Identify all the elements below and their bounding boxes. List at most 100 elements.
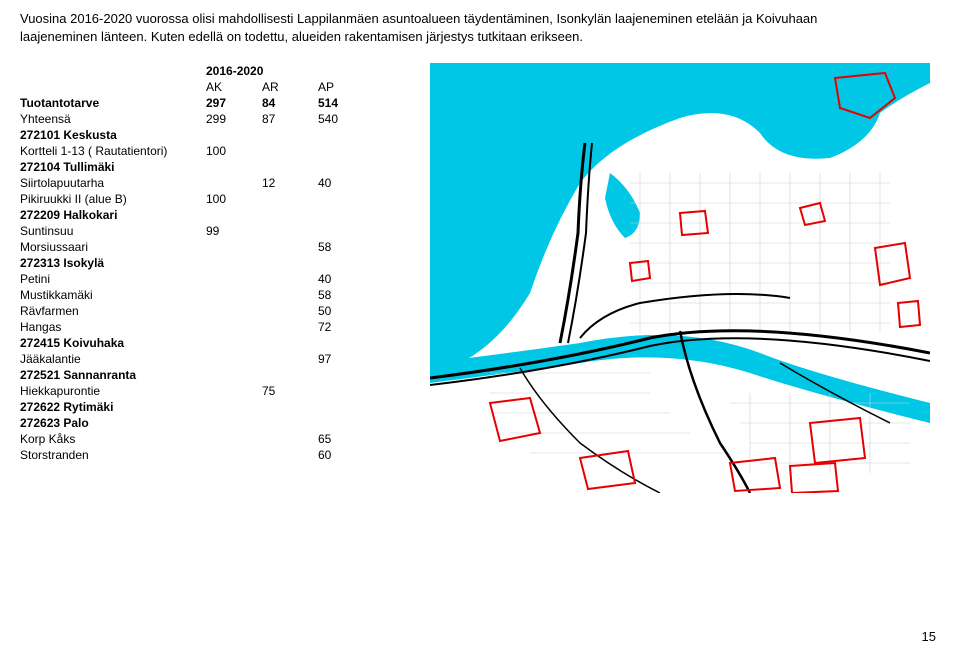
table-row: 272313 Isokylä [20,255,374,271]
col-ar: AR [262,79,318,95]
row-label: Mustikkamäki [20,287,206,303]
zone-big-se-3 [790,463,838,493]
period-cell: 2016-2020 [206,63,374,79]
page: Vuosina 2016-2020 vuorossa olisi mahdoll… [0,0,960,654]
row-val: 72 [318,319,374,335]
row-val [206,431,262,447]
row-val: 40 [318,175,374,191]
row-val: 12 [262,175,318,191]
table-row: 272622 Rytimäki [20,399,374,415]
row-label: Siirtolapuutarha [20,175,206,191]
period-row: 2016-2020 [20,63,374,79]
row-val [318,367,374,383]
row-val [262,447,318,463]
intro-line2: laajeneminen länteen. Kuten edellä on to… [20,29,583,44]
row-val [262,431,318,447]
row-label: Pikiruukki II (alue B) [20,191,206,207]
row-val [318,191,374,207]
data-table-wrap: 2016-2020 AK AR AP Tuotantotarve29784514… [20,63,420,463]
table-row: Storstranden60 [20,447,374,463]
row-val [206,207,262,223]
zone-left-lower [490,398,540,441]
row-val [206,399,262,415]
content-row: 2016-2020 AK AR AP Tuotantotarve29784514… [20,63,940,493]
table-row: Siirtolapuutarha 1240 [20,175,374,191]
row-val [206,335,262,351]
table-row: Korp Kåks65 [20,431,374,447]
row-val [206,255,262,271]
row-label: Tuotantotarve [20,95,206,111]
row-val [318,399,374,415]
row-val [262,303,318,319]
row-val [206,127,262,143]
row-val [262,239,318,255]
table-row: Pikiruukki II (alue B)100 [20,191,374,207]
table-row: Mustikkamäki 58 [20,287,374,303]
row-val [206,287,262,303]
row-val: 58 [318,239,374,255]
row-label: 272209 Halkokari [20,207,206,223]
row-val: 299 [206,111,262,127]
row-val [262,159,318,175]
zone-thin [898,301,920,327]
table-row: Petini 40 [20,271,374,287]
table-row: Kortteli 1-13 ( Rautatientori)100 [20,143,374,159]
data-table: 2016-2020 AK AR AP Tuotantotarve29784514… [20,63,374,463]
row-label: 272623 Palo [20,415,206,431]
intro-line1: Vuosina 2016-2020 vuorossa olisi mahdoll… [20,11,817,26]
row-val: 297 [206,95,262,111]
header-row: AK AR AP [20,79,374,95]
table-row: 272521 Sannanranta [20,367,374,383]
table-row: Yhteensä29987540 [20,111,374,127]
row-val [206,351,262,367]
row-val: 75 [262,383,318,399]
zone-sw [580,451,635,489]
row-label: Hangas [20,319,206,335]
row-val [318,143,374,159]
zone-tiny-1 [800,203,825,225]
map-svg [430,63,930,493]
row-val [262,223,318,239]
table-row: Tuotantotarve29784514 [20,95,374,111]
col-ap: AP [318,79,374,95]
row-val: 540 [318,111,374,127]
table-row: 272101 Keskusta [20,127,374,143]
page-number: 15 [922,629,936,644]
row-val [206,303,262,319]
row-val [262,255,318,271]
row-val [262,271,318,287]
row-val [262,399,318,415]
table-row: 272104 Tullimäki [20,159,374,175]
row-val [262,351,318,367]
row-val [262,191,318,207]
row-label: 272104 Tullimäki [20,159,206,175]
row-val [206,175,262,191]
row-val [318,127,374,143]
row-val [206,447,262,463]
row-val [206,271,262,287]
row-val [206,415,262,431]
table-row: Suntinsuu99 [20,223,374,239]
table-row: 272415 Koivuhaka [20,335,374,351]
row-label: Kortteli 1-13 ( Rautatientori) [20,143,206,159]
row-val: 514 [318,95,374,111]
row-val [318,415,374,431]
row-val: 97 [318,351,374,367]
row-val [262,287,318,303]
row-label: Petini [20,271,206,287]
row-val: 40 [318,271,374,287]
table-row: Rävfarmen50 [20,303,374,319]
table-row: Jääkalantie97 [20,351,374,367]
col-ak: AK [206,79,262,95]
row-val [318,159,374,175]
table-row: 272209 Halkokari [20,207,374,223]
row-val: 58 [318,287,374,303]
row-label: 272313 Isokylä [20,255,206,271]
row-label: 272622 Rytimäki [20,399,206,415]
row-val: 87 [262,111,318,127]
row-val [318,383,374,399]
table-row: Morsiussaari58 [20,239,374,255]
row-label: Korp Kåks [20,431,206,447]
row-val [262,319,318,335]
row-val: 60 [318,447,374,463]
